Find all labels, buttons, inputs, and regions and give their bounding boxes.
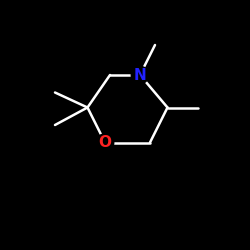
Text: N: N <box>134 68 146 82</box>
Circle shape <box>96 134 114 151</box>
Circle shape <box>131 66 149 84</box>
Text: O: O <box>98 135 112 150</box>
